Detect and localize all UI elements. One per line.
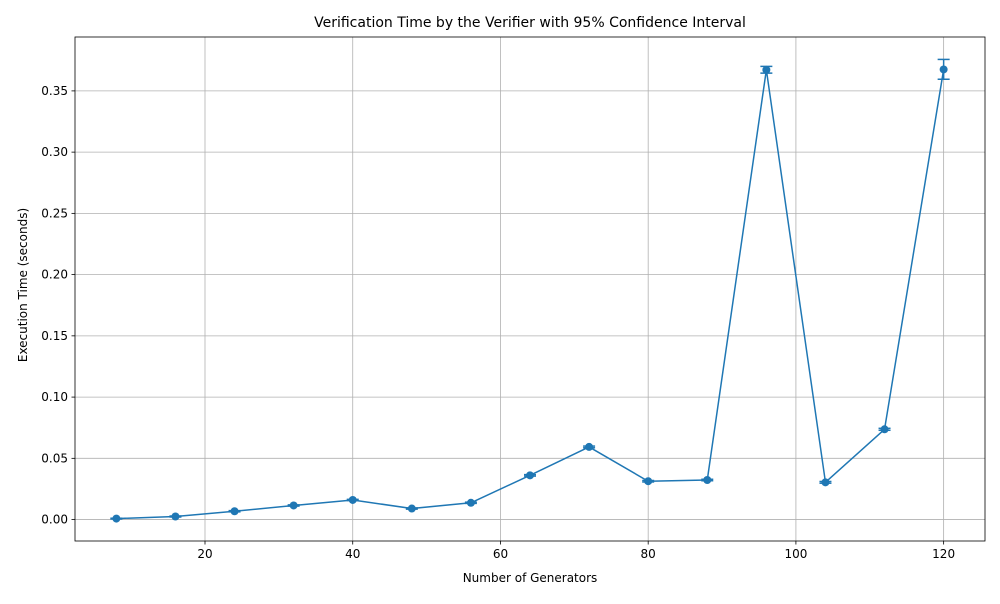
y-tick-label: 0.00 bbox=[41, 513, 68, 527]
chart-title: Verification Time by the Verifier with 9… bbox=[314, 15, 746, 31]
data-point bbox=[407, 504, 416, 513]
data-point bbox=[466, 498, 475, 507]
y-tick-label: 0.15 bbox=[41, 329, 68, 343]
x-tick-label: 60 bbox=[493, 547, 508, 561]
x-tick-label: 20 bbox=[197, 547, 212, 561]
data-point bbox=[112, 514, 121, 523]
y-tick-label: 0.30 bbox=[41, 145, 68, 159]
data-point bbox=[644, 477, 653, 486]
y-tick-label: 0.10 bbox=[41, 390, 68, 404]
plot-frame bbox=[74, 36, 986, 542]
axes bbox=[74, 36, 986, 542]
y-tick-label: 0.25 bbox=[41, 206, 68, 220]
data-point bbox=[171, 512, 180, 521]
data-point bbox=[880, 425, 889, 434]
data-point bbox=[230, 507, 239, 516]
ticks: 20 40 60 80 100 120 0.00 0.05 0.10 0.15 0.20 0.25 0.… bbox=[41, 84, 955, 561]
y-tick-label: 0.05 bbox=[41, 451, 68, 465]
grid-lines bbox=[75, 37, 985, 541]
data-point bbox=[585, 442, 594, 451]
y-tick-label: 0.35 bbox=[41, 84, 68, 98]
series-line bbox=[116, 69, 945, 520]
x-tick-label: 80 bbox=[641, 547, 656, 561]
data-point bbox=[762, 65, 771, 74]
data-point bbox=[821, 478, 830, 487]
data-point bbox=[348, 495, 357, 504]
data-point bbox=[526, 471, 534, 480]
x-tick-label: 100 bbox=[784, 547, 807, 561]
y-axis-label: Execution Time (seconds) bbox=[16, 208, 30, 362]
x-tick-label: 120 bbox=[932, 547, 955, 561]
x-tick-label: 40 bbox=[345, 547, 360, 561]
y-tick-label: 0.20 bbox=[41, 268, 68, 282]
data-point bbox=[289, 501, 298, 510]
data-point bbox=[703, 476, 712, 485]
series-layer bbox=[110, 58, 950, 523]
x-axis-label: Number of Generators bbox=[463, 571, 598, 585]
data-point bbox=[939, 65, 948, 74]
